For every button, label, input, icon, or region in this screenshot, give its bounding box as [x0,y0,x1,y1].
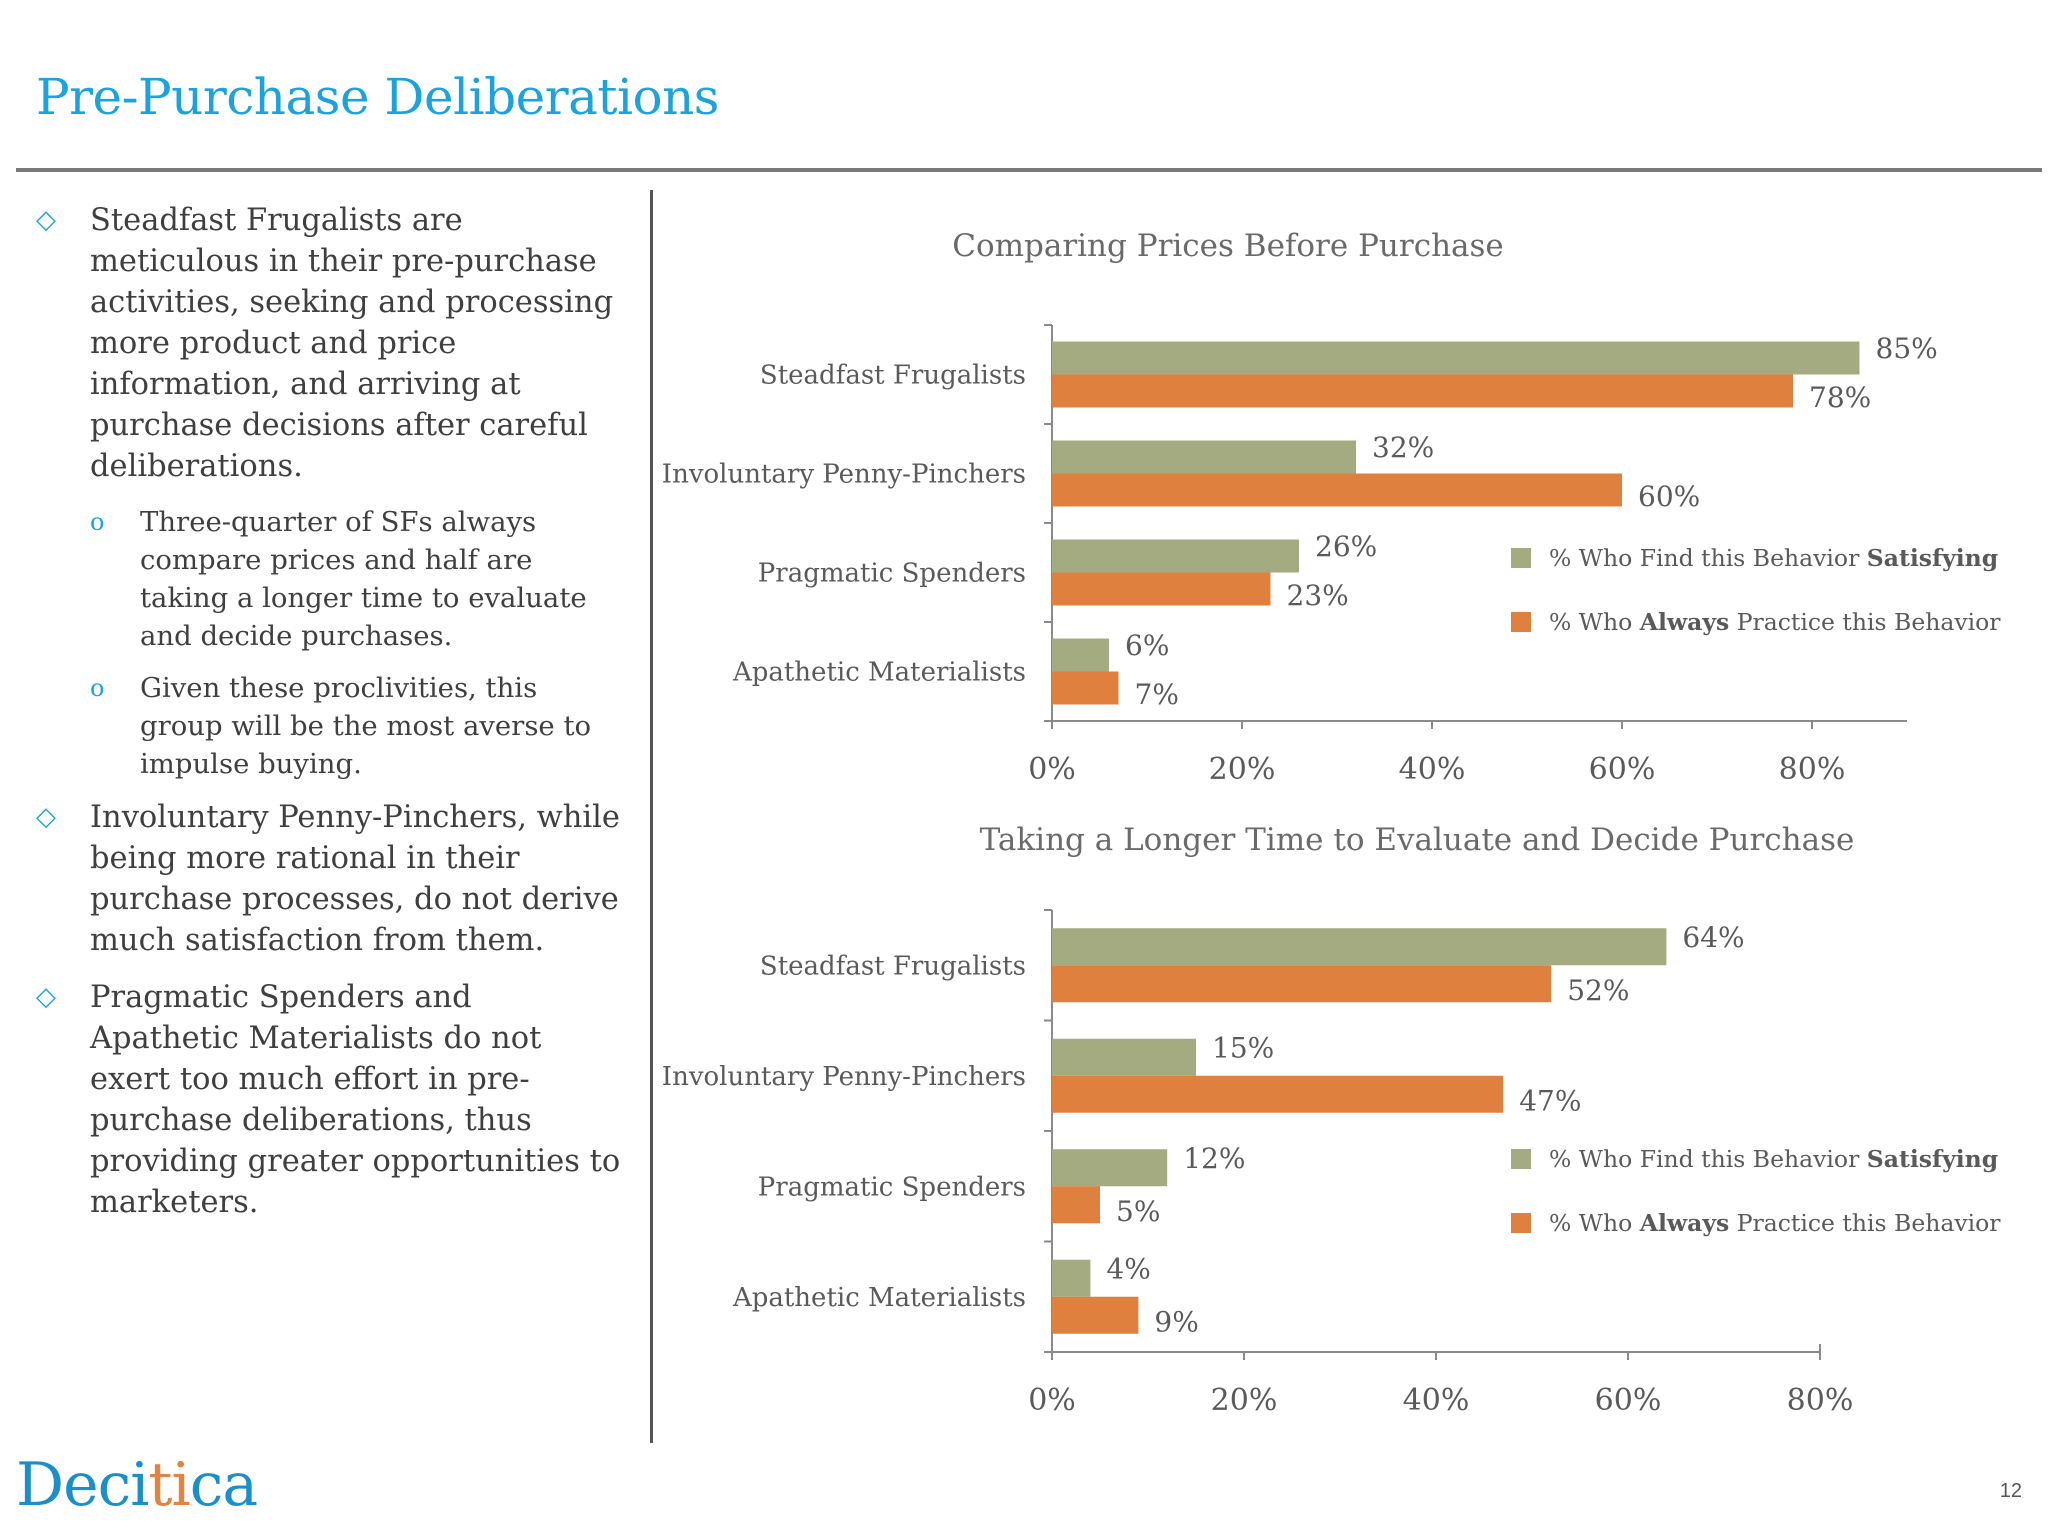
data-label: 6% [1125,629,1169,662]
bar-satisfying [1052,440,1356,474]
data-label: 7% [1135,678,1179,711]
sub-bullet-text: Given these proclivities, this group wil… [140,672,592,780]
bullet-list: ◇ Steadfast Frugalists are meticulous in… [36,200,626,1239]
data-label: 32% [1372,431,1434,464]
data-label: 23% [1287,579,1349,612]
sub-bullet-list: o Three-quarter of SFs always compare pr… [36,503,626,783]
legend-label: % Who Always Practice this Behavior [1549,608,2001,636]
legend-label: % Who Find this Behavior Satisfying [1549,544,1998,572]
category-label: Involuntary Penny-Pinchers [662,460,1026,490]
diamond-bullet-icon: ◇ [36,205,56,235]
decitica-logo: Decitica [16,1450,258,1520]
bar-always [1052,473,1622,507]
bullet-text: Involuntary Penny-Pinchers, while being … [90,800,620,958]
category-label: Steadfast Frugalists [760,361,1026,391]
bullet-text: Pragmatic Spenders and Apathetic Materia… [90,980,621,1220]
x-tick-label: 80% [1779,752,1846,787]
data-label: 85% [1876,332,1938,365]
bar-satisfying [1052,539,1299,573]
sub-bullet-item: o Three-quarter of SFs always compare pr… [36,503,626,655]
category-label: Pragmatic Spenders [758,559,1026,589]
page-number: 12 [1999,1480,2022,1502]
bullet-item: ◇ Pragmatic Spenders and Apathetic Mater… [36,977,626,1223]
title-divider [16,168,2042,172]
bar-always [1052,572,1271,606]
category-label: Apathetic Materialists [732,658,1026,688]
bar-always [1052,671,1119,705]
data-label: 78% [1809,381,1871,414]
slide-title: Pre-Purchase Deliberations [36,68,719,126]
diamond-bullet-icon: ◇ [36,802,56,832]
bar-satisfying [1052,341,1860,375]
legend-swatch-satisfying [1511,548,1531,568]
diamond-bullet-icon: ◇ [36,982,56,1012]
circle-bullet-icon: o [90,508,105,536]
x-tick-label: 60% [1589,752,1656,787]
bullet-item: ◇ Steadfast Frugalists are meticulous in… [36,200,626,487]
chart-title: Taking a Longer Time to Evaluate and Dec… [979,822,1855,858]
x-tick-label: 20% [1209,752,1276,787]
sub-bullet-item: o Given these proclivities, this group w… [36,669,626,783]
chart-title: Comparing Prices Before Purchase [952,228,1504,264]
x-tick-label: 40% [1399,752,1466,787]
bar-satisfying [1052,638,1109,672]
data-label: 26% [1315,530,1377,563]
legend-swatch-always [1511,612,1531,632]
x-tick-label: 0% [1028,752,1076,787]
bullet-text: Steadfast Frugalists are meticulous in t… [90,203,614,484]
data-label: 60% [1638,480,1700,513]
bullet-item: ◇ Involuntary Penny-Pinchers, while bein… [36,797,626,961]
sub-bullet-text: Three-quarter of SFs always compare pric… [140,506,587,652]
circle-bullet-icon: o [90,674,105,702]
bar-always [1052,374,1793,408]
column-divider [650,190,653,1443]
